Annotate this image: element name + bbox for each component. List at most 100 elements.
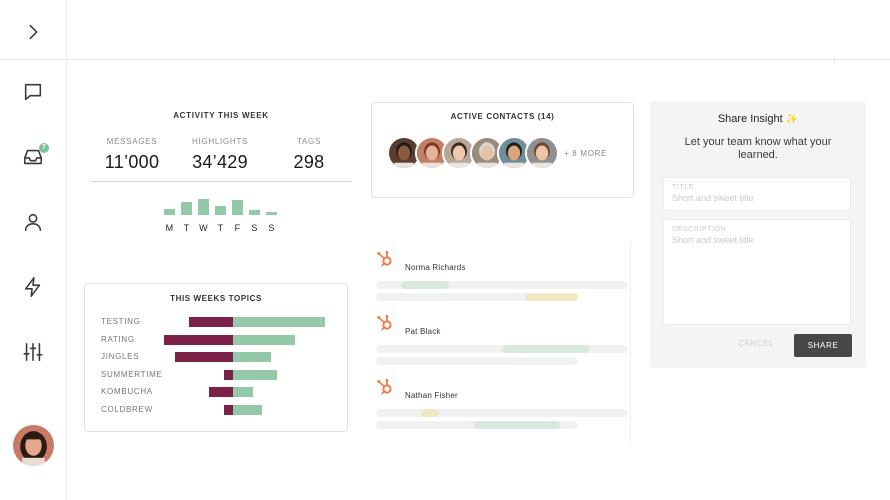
sidebar: 7	[0, 0, 67, 500]
topic-positive-bar	[233, 334, 296, 345]
activity-segment	[421, 409, 439, 417]
activity-track	[376, 409, 628, 417]
stat-value: 34’429	[192, 152, 248, 172]
weekday-bar	[249, 210, 260, 215]
contact-row[interactable]: Nathan Fisher	[372, 378, 631, 438]
chat-bubble-icon	[24, 83, 42, 101]
topic-row: RATING	[85, 334, 347, 345]
weekday-bar	[181, 202, 192, 215]
current-user-avatar[interactable]	[13, 425, 54, 466]
weekday-bar	[215, 206, 226, 215]
title-field-label: TITLE	[672, 184, 695, 191]
avatar-photo	[389, 138, 419, 168]
sidebar-item-settings[interactable]	[13, 332, 53, 372]
cancel-button[interactable]: CANCEL	[738, 339, 775, 348]
contact-row[interactable]: Pat Black	[372, 314, 631, 374]
weekday-label: F	[234, 223, 241, 233]
avatar-photo	[444, 138, 474, 168]
stat-label: TAGS	[297, 137, 321, 146]
weekday-label: S	[251, 223, 258, 233]
share-button[interactable]: SHARE	[794, 334, 852, 357]
stat-label: HIGHLIGHTS	[192, 137, 248, 146]
avatar-photo	[526, 138, 557, 168]
notification-badge: 7	[39, 143, 49, 153]
activity-track	[376, 293, 578, 301]
weekday-label: M	[165, 223, 174, 233]
hubspot-icon	[377, 251, 392, 267]
activity-track	[376, 281, 628, 289]
weekday-label: W	[199, 223, 208, 233]
header-divider	[67, 59, 890, 60]
sidebar-item-profile[interactable]	[13, 202, 53, 242]
topic-row: KOMBUCHA	[85, 387, 347, 398]
topic-label: JINGLES	[101, 352, 140, 362]
topic-label: KOMBUCHA	[101, 387, 153, 397]
activity-track	[376, 345, 628, 353]
expand-sidebar-button[interactable]	[13, 12, 53, 52]
stat-messages: MESSAGES 11’000	[87, 137, 177, 173]
title-field[interactable]: TITLE	[663, 177, 851, 211]
description-input[interactable]	[672, 235, 842, 285]
user-icon	[24, 213, 42, 232]
share-insight-title: Share Insight ✨	[650, 113, 866, 125]
topic-label: SUMMERTIME	[101, 369, 163, 379]
topic-negative-bar	[224, 369, 233, 380]
chevron-right-icon	[29, 24, 38, 40]
topic-positive-bar	[233, 352, 271, 363]
weekday-label: T	[183, 223, 190, 233]
sidebar-item-activity[interactable]	[13, 267, 53, 307]
sliders-icon	[23, 342, 43, 362]
activity-track	[376, 421, 578, 429]
contact-activity-list: Norma Richards Pat Black Nathan Fisher	[372, 242, 631, 442]
description-field-label: DESCRIPTION	[672, 226, 727, 233]
inbox-icon	[23, 149, 43, 165]
contact-name: Pat Black	[405, 327, 441, 336]
contact-avatar[interactable]	[414, 136, 449, 170]
avatar-photo	[416, 138, 447, 168]
topic-negative-bar	[224, 405, 233, 415]
topic-label: COLDBREW	[101, 405, 153, 414]
topic-negative-bar	[175, 352, 233, 363]
activity-title: ACTIVITY THIS WEEK	[173, 111, 269, 120]
topic-negative-bar	[209, 387, 233, 398]
description-field[interactable]: DESCRIPTION	[663, 219, 851, 325]
contact-avatar[interactable]	[442, 136, 476, 170]
avatar-photo	[13, 425, 54, 466]
share-title-text: Share Insight	[717, 113, 783, 125]
contact-row[interactable]: Norma Richards	[372, 250, 631, 310]
avatar-photo	[471, 138, 502, 168]
activity-segment	[401, 281, 450, 289]
active-contacts-title: ACTIVE CONTACTS (14)	[450, 112, 555, 121]
stat-value: 298	[293, 152, 325, 172]
contact-avatar[interactable]	[524, 136, 559, 170]
stat-label: MESSAGES	[106, 137, 158, 146]
stat-value: 11’000	[104, 152, 160, 172]
contact-avatar[interactable]	[469, 136, 504, 170]
hubspot-icon	[377, 315, 392, 331]
contact-name: Norma Richards	[405, 263, 466, 272]
topic-positive-bar	[233, 369, 277, 380]
more-contacts-link[interactable]: + 8 MORE	[564, 149, 608, 158]
sidebar-divider	[0, 59, 67, 60]
topic-row: SUMMERTIME	[85, 369, 347, 380]
weekly-activity-chart	[164, 197, 280, 215]
weekday-label: S	[268, 223, 275, 233]
contact-avatar[interactable]	[497, 136, 531, 170]
topic-label: RATING	[101, 334, 135, 344]
sidebar-item-inbox[interactable]: 7	[13, 137, 53, 177]
topic-positive-bar	[233, 317, 325, 327]
avatar-photo	[499, 138, 529, 168]
weekday-bar	[266, 212, 277, 215]
topics-title: THIS WEEKS TOPICS	[170, 294, 262, 303]
activity-track	[376, 357, 578, 365]
weekday-bar	[164, 209, 175, 215]
sidebar-item-messages[interactable]	[13, 72, 53, 112]
header-tick	[834, 59, 835, 63]
lightning-icon	[24, 277, 41, 297]
activity-divider	[90, 181, 352, 182]
title-input[interactable]	[672, 193, 842, 203]
stat-highlights: HIGHLIGHTS 34’429	[175, 137, 265, 173]
contact-name: Nathan Fisher	[405, 391, 458, 400]
activity-segment	[524, 293, 578, 301]
sparkle-icon: ✨	[785, 114, 799, 125]
